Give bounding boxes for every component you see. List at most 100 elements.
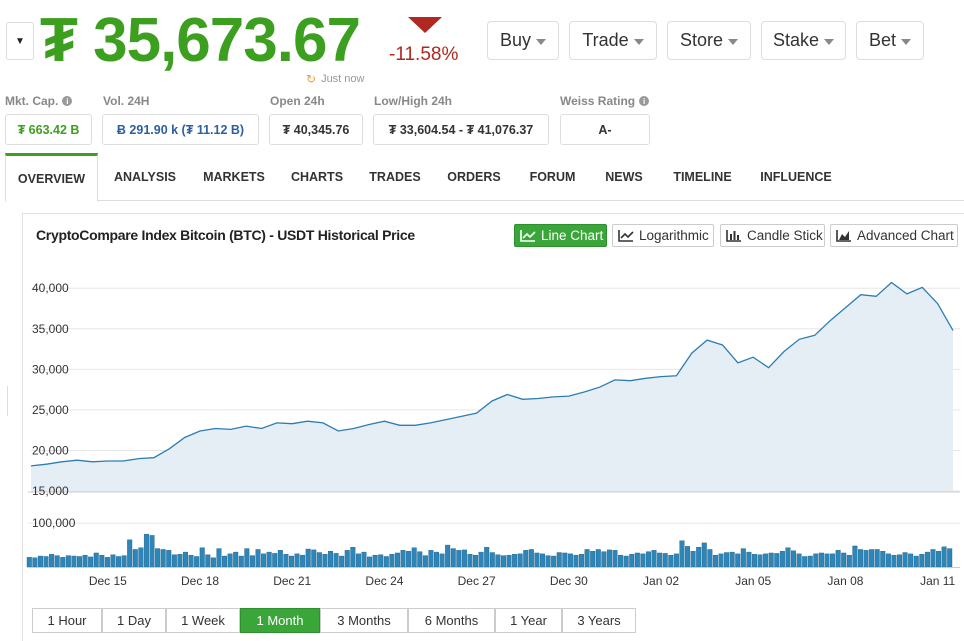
price-change-percent: -11.58%	[389, 44, 459, 65]
volume-bar	[779, 551, 785, 568]
tab-trades[interactable]: Trades	[369, 170, 421, 184]
chart-panel	[22, 213, 964, 641]
tab-news[interactable]: News	[605, 170, 643, 184]
store-dropdown-button[interactable]: Store	[667, 21, 751, 60]
volume-bar	[450, 548, 456, 568]
advanced-chart-button[interactable]: Advanced Chart	[830, 224, 958, 247]
caret-down-icon: ▼	[15, 35, 25, 47]
volume-bar	[233, 551, 239, 568]
trade-dropdown-button[interactable]: Trade	[569, 21, 657, 60]
tab-markets[interactable]: Markets	[203, 170, 265, 184]
volume-bar	[205, 554, 211, 568]
y-tick-label: 25,000	[32, 403, 69, 417]
volume-bar	[339, 555, 345, 568]
volume-bar	[60, 557, 66, 568]
volume-bar	[132, 549, 138, 568]
logarithmic-button[interactable]: Logarithmic	[612, 224, 714, 247]
volume-bar	[261, 553, 267, 568]
candle-stick-button[interactable]: Candle Stick	[720, 224, 825, 247]
info-icon[interactable]: i	[639, 96, 650, 106]
volume-bar	[802, 556, 808, 568]
bet-dropdown-button[interactable]: Bet	[856, 21, 924, 60]
volume-bar	[551, 555, 557, 568]
volume-bar	[545, 555, 551, 568]
volume-bar	[690, 551, 696, 568]
volume-bar	[885, 553, 891, 568]
volume-bar	[528, 549, 534, 568]
volume-bar	[456, 550, 462, 568]
volume-bar	[255, 549, 261, 568]
volume-bar	[411, 547, 417, 568]
tab-timeline[interactable]: Timeline	[673, 170, 732, 184]
volume-bar	[718, 553, 724, 568]
range-1-hour-button[interactable]: 1 Hour	[32, 608, 102, 633]
volume-bar	[740, 548, 746, 568]
volume-bar	[534, 552, 540, 568]
volume-bar	[707, 549, 713, 568]
line-chart-button[interactable]: Line Chart	[514, 224, 607, 247]
volume-bar	[82, 554, 88, 568]
range-1-year-button[interactable]: 1 Year	[495, 608, 562, 633]
volume-bar	[389, 554, 395, 568]
volume-bar	[908, 553, 914, 568]
volume-bar	[43, 556, 49, 568]
volume-bar	[830, 553, 836, 568]
line-chart-icon	[618, 230, 634, 242]
volume-bar	[478, 551, 484, 568]
volume-bar	[874, 549, 880, 568]
volume-bar	[249, 555, 255, 568]
tab-analysis[interactable]: Analysis	[113, 170, 177, 184]
range-1-day-button[interactable]: 1 Day	[102, 608, 166, 633]
volume-bar	[244, 548, 250, 568]
volume-bar	[283, 554, 289, 568]
volume-bar	[484, 547, 490, 568]
volume-bar	[155, 548, 161, 568]
caret-down-icon	[728, 38, 739, 45]
volume-bar	[238, 555, 244, 568]
tab-orders[interactable]: Orders	[447, 170, 501, 184]
volume-tick-label: 100,000	[32, 516, 76, 530]
volume-bar	[54, 555, 60, 568]
range-3-years-button[interactable]: 3 Years	[562, 608, 636, 633]
info-icon[interactable]: i	[62, 96, 73, 106]
volume-bar	[757, 554, 763, 568]
volume-bar	[618, 554, 624, 568]
volume-bar	[824, 553, 830, 568]
tab-overview[interactable]: Overview	[5, 153, 98, 202]
open-label: Open 24h	[270, 94, 325, 108]
tab-influence[interactable]: Influence	[760, 170, 832, 184]
stake-dropdown-button[interactable]: Stake	[761, 21, 846, 60]
volume-bar	[657, 552, 663, 568]
y-tick-label: 20,000	[32, 443, 69, 457]
volume-bar	[841, 552, 847, 568]
volume-bar	[595, 549, 601, 568]
volume-bar	[567, 553, 573, 568]
tab-forum[interactable]: Forum	[529, 170, 576, 184]
volume-bar	[367, 556, 373, 568]
currency-dropdown-toggle[interactable]: ▼	[6, 22, 34, 60]
line-chart-icon	[520, 230, 536, 242]
range-3-months-button[interactable]: 3 Months	[320, 608, 408, 633]
range-6-months-button[interactable]: 6 Months	[408, 608, 495, 633]
volume-bar	[277, 550, 283, 568]
volume-bar	[891, 554, 897, 568]
weiss-label: Weiss Rating i	[560, 94, 650, 108]
buy-dropdown-button[interactable]: Buy	[487, 21, 559, 60]
volume-bar	[93, 552, 99, 568]
candle-stick-label: Candle Stick	[747, 228, 823, 243]
currency-symbol: ₮	[40, 6, 78, 75]
price-area-fill	[31, 282, 953, 491]
volume-bar	[857, 549, 863, 568]
volume-bar	[651, 550, 657, 568]
tab-charts[interactable]: Charts	[290, 170, 344, 184]
volume-bar	[735, 553, 741, 568]
volume-bar	[562, 552, 568, 568]
area-chart-icon	[836, 230, 851, 242]
volume-bar	[584, 549, 590, 568]
volume-bar	[556, 552, 562, 568]
volume-bar	[807, 555, 813, 568]
volume-bar	[406, 551, 412, 568]
range-1-month-button[interactable]: 1 Month	[240, 608, 320, 633]
range-1-week-button[interactable]: 1 Week	[166, 608, 240, 633]
